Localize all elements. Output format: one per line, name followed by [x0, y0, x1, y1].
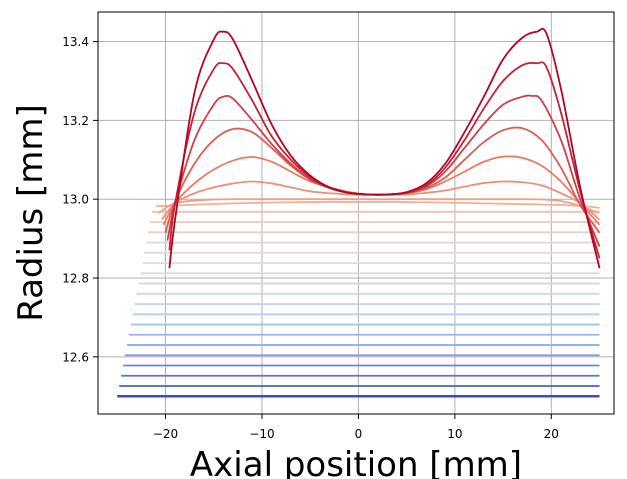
- x-tick-label: 20: [544, 427, 559, 441]
- y-tick-label: 13.0: [62, 193, 89, 207]
- x-tick-label: 10: [447, 427, 462, 441]
- y-tick-label: 12.8: [62, 272, 89, 286]
- x-tick-label: −20: [153, 427, 178, 441]
- series-line: [155, 201, 600, 209]
- series-line: [168, 27, 601, 269]
- y-tick-label: 13.2: [62, 114, 89, 128]
- y-tick-label: 12.6: [62, 350, 89, 364]
- y-axis-title: Radius [mm]: [11, 104, 51, 322]
- grid: [98, 12, 614, 414]
- series-layer: [117, 27, 601, 398]
- x-tick-label: 0: [355, 427, 363, 441]
- x-axis-title: Axial position [mm]: [190, 445, 522, 479]
- plot-frame: [97, 11, 615, 415]
- series-line: [158, 198, 600, 214]
- ticks: −20 −10 0 10 20 12.6 12.8 13.0 13.2 13.4: [62, 35, 559, 441]
- x-tick-label: −10: [249, 427, 274, 441]
- y-tick-label: 13.4: [62, 35, 89, 49]
